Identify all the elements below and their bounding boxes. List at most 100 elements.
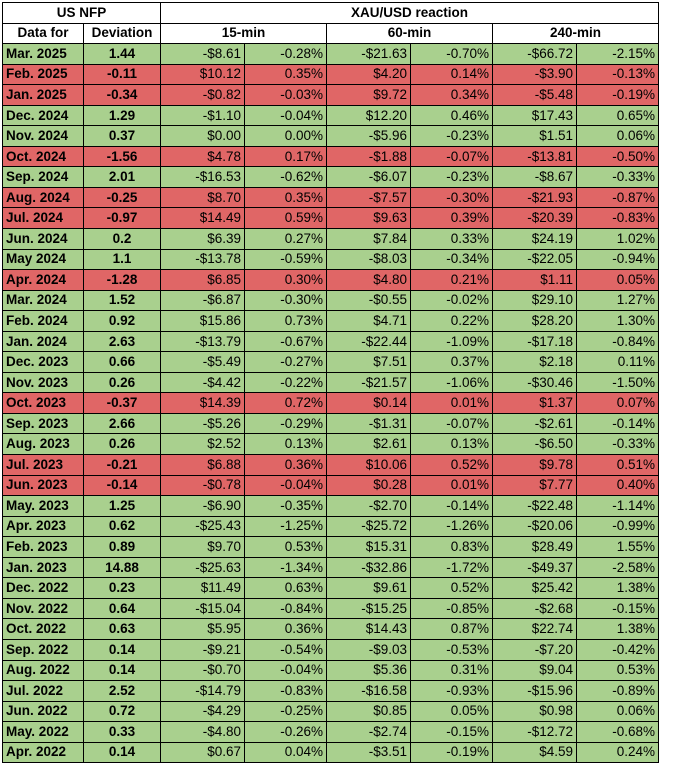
table-row: Nov. 2024 0.37 $0.00 0.00% -$5.96 -0.23% $1.51… <box>2 125 659 147</box>
pct-240min-cell: -2.15% <box>576 43 659 65</box>
deviation-cell: 0.33 <box>83 721 161 743</box>
table-row: Sep. 2022 0.14 -$9.21 -0.54% -$9.03 -0.53% -$7… <box>2 638 659 661</box>
date-cell: Feb. 2025 <box>2 63 84 86</box>
pct-15min-cell: 0.30% <box>244 269 327 291</box>
pct-15min-cell: 0.63% <box>244 577 327 599</box>
usd-240min-cell: -$30.46 <box>492 371 577 394</box>
pct-60min-cell: -0.85% <box>410 597 493 620</box>
usd-15min-cell: $14.49 <box>160 207 245 230</box>
date-cell: Jun. 2022 <box>2 700 84 723</box>
pct-240min-cell: 0.51% <box>576 454 659 476</box>
usd-60min-cell: $10.06 <box>326 454 411 476</box>
deviation-cell: 0.66 <box>83 351 161 373</box>
table-row: Oct. 2022 0.63 $5.95 0.36% $14.43 0.87% $22.74… <box>2 618 659 640</box>
date-cell: Oct. 2022 <box>2 618 84 640</box>
usd-60min-cell: $4.20 <box>326 63 411 86</box>
deviation-cell: 0.92 <box>83 310 161 332</box>
deviation-cell: 1.44 <box>83 43 161 65</box>
usd-60min-cell: -$15.25 <box>326 597 411 620</box>
usd-240min-cell: -$3.90 <box>492 63 577 86</box>
usd-60min-cell: -$2.70 <box>326 495 411 517</box>
pct-240min-cell: 0.06% <box>576 125 659 147</box>
table-row: May. 2023 1.25 -$6.90 -0.35% -$2.70 -0.14% -$2… <box>2 495 659 517</box>
deviation-cell: 0.37 <box>83 125 161 147</box>
usd-60min-cell: -$2.74 <box>326 721 411 743</box>
pct-15min-cell: -1.25% <box>244 515 327 538</box>
date-cell: Mar. 2024 <box>2 289 84 312</box>
usd-60min-cell: -$1.88 <box>326 145 411 168</box>
pct-60min-cell: 0.01% <box>410 392 493 414</box>
pct-240min-cell: 0.65% <box>576 104 659 127</box>
table-row: Jan. 2023 14.88 -$25.63 -1.34% -$32.86 -1.72%… <box>2 556 659 579</box>
pct-60min-cell: 0.01% <box>410 474 493 497</box>
deviation-cell: -0.34 <box>83 84 161 106</box>
pct-240min-cell: 1.38% <box>576 577 659 599</box>
pct-240min-cell: -0.14% <box>576 412 659 435</box>
pct-240min-cell: 1.55% <box>576 536 659 558</box>
pct-60min-cell: 0.39% <box>410 207 493 230</box>
pct-60min-cell: 0.52% <box>410 577 493 599</box>
table-row: Mar. 2024 1.52 -$6.87 -0.30% -$0.55 -0.02% $29… <box>2 289 659 312</box>
usd-15min-cell: -$15.04 <box>160 597 245 620</box>
deviation-cell: 1.25 <box>83 495 161 517</box>
usd-240min-cell: -$2.68 <box>492 597 577 620</box>
usd-60min-cell: $7.84 <box>326 228 411 250</box>
usd-60min-cell: -$16.58 <box>326 680 411 702</box>
usd-60min-cell: $5.36 <box>326 659 411 682</box>
usd-60min-cell: $9.72 <box>326 84 411 106</box>
usd-15min-cell: -$8.61 <box>160 43 245 65</box>
pct-15min-cell: -0.84% <box>244 597 327 620</box>
usd-240min-cell: -$20.06 <box>492 515 577 538</box>
deviation-cell: 2.01 <box>83 166 161 188</box>
usd-60min-cell: -$22.44 <box>326 330 411 353</box>
pct-60min-cell: 0.33% <box>410 228 493 250</box>
usd-15min-cell: $8.70 <box>160 186 245 209</box>
usd-15min-cell: -$14.79 <box>160 680 245 702</box>
table-row: Jul. 2024 -0.97 $14.49 0.59% $9.63 0.39% -$20.… <box>2 207 659 230</box>
usd-15min-cell: $5.95 <box>160 618 245 640</box>
date-cell: Jan. 2024 <box>2 330 84 353</box>
deviation-cell: 0.14 <box>83 659 161 682</box>
table-row: Dec. 2022 0.23 $11.49 0.63% $9.61 0.52% $25.42… <box>2 577 659 599</box>
table-row: Jun. 2024 0.2 $6.39 0.27% $7.84 0.33% $24.19 1.… <box>2 228 659 250</box>
usd-240min-cell: $4.59 <box>492 741 577 763</box>
pct-60min-cell: -0.23% <box>410 166 493 188</box>
deviation-cell: 0.14 <box>83 638 161 661</box>
usd-240min-cell: -$22.05 <box>492 248 577 271</box>
deviation-cell: 0.14 <box>83 741 161 763</box>
deviation-cell: 0.63 <box>83 618 161 640</box>
pct-240min-cell: -1.14% <box>576 495 659 517</box>
pct-240min-cell: -0.68% <box>576 721 659 743</box>
deviation-cell: 0.26 <box>83 433 161 456</box>
date-cell: Sep. 2023 <box>2 412 84 435</box>
pct-60min-cell: 0.13% <box>410 433 493 456</box>
usd-15min-cell: -$0.78 <box>160 474 245 497</box>
usd-15min-cell: -$1.10 <box>160 104 245 127</box>
usd-15min-cell: -$25.43 <box>160 515 245 538</box>
us-nfp-header: US NFP <box>2 2 161 24</box>
usd-60min-cell: $0.28 <box>326 474 411 497</box>
pct-60min-cell: 0.34% <box>410 84 493 106</box>
usd-240min-cell: -$7.20 <box>492 638 577 661</box>
date-cell: Jul. 2023 <box>2 454 84 476</box>
date-cell: Aug. 2023 <box>2 433 84 456</box>
date-cell: Feb. 2024 <box>2 310 84 332</box>
date-cell: Nov. 2024 <box>2 125 84 147</box>
date-cell: May. 2022 <box>2 721 84 743</box>
date-cell: Jun. 2024 <box>2 228 84 250</box>
usd-60min-cell: -$0.55 <box>326 289 411 312</box>
date-cell: Jan. 2023 <box>2 556 84 579</box>
table-row: Feb. 2024 0.92 $15.86 0.73% $4.71 0.22% $28.20… <box>2 310 659 332</box>
usd-240min-cell: -$12.72 <box>492 721 577 743</box>
usd-15min-cell: -$4.80 <box>160 721 245 743</box>
deviation-header: Deviation <box>83 22 161 45</box>
pct-240min-cell: -2.58% <box>576 556 659 579</box>
usd-15min-cell: $6.39 <box>160 228 245 250</box>
pct-15min-cell: -0.35% <box>244 495 327 517</box>
data-for-header: Data for <box>2 22 84 45</box>
table-row: Nov. 2023 0.26 -$4.42 -0.22% -$21.57 -1.06% -$… <box>2 371 659 394</box>
table-row: Jul. 2022 2.52 -$14.79 -0.83% -$16.58 -0.93% -… <box>2 680 659 702</box>
usd-15min-cell: $11.49 <box>160 577 245 599</box>
pct-15min-cell: -0.03% <box>244 84 327 106</box>
deviation-cell: -0.37 <box>83 392 161 414</box>
